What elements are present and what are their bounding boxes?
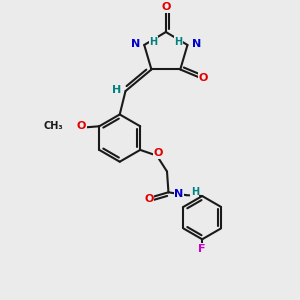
Text: H: H: [191, 187, 199, 197]
Text: O: O: [145, 194, 154, 204]
Text: H: H: [149, 37, 158, 46]
Text: H: H: [174, 37, 182, 46]
Text: N: N: [192, 38, 201, 49]
Text: O: O: [154, 148, 163, 158]
Text: N: N: [174, 189, 183, 199]
Text: N: N: [131, 38, 140, 49]
Text: H: H: [112, 85, 121, 95]
Text: O: O: [77, 121, 86, 131]
Text: O: O: [161, 2, 170, 13]
Text: F: F: [198, 244, 206, 254]
Text: O: O: [198, 73, 208, 82]
Text: CH₃: CH₃: [44, 121, 64, 131]
